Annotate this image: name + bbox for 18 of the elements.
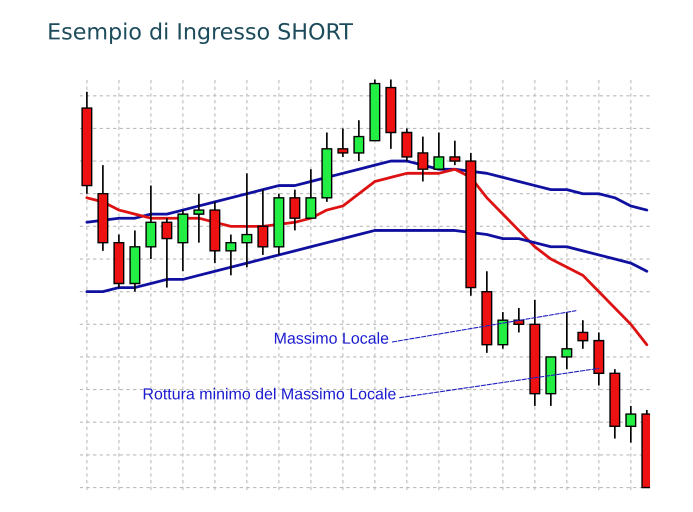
annotation: Rottura minimo del Massimo Locale — [144, 388, 396, 400]
candlestick — [353, 119, 364, 162]
candlestick — [225, 234, 236, 276]
candlestick — [257, 188, 268, 256]
candlestick — [161, 217, 172, 288]
annotation: Massimo Locale — [274, 332, 388, 344]
candlestick — [625, 405, 636, 444]
candlestick — [337, 128, 348, 158]
candlestick — [577, 319, 588, 350]
chart-title: Esempio di Ingresso SHORT — [49, 22, 353, 44]
candlestick — [289, 188, 300, 232]
candlestick — [193, 192, 204, 244]
candlestick — [241, 172, 252, 268]
candlestick — [433, 132, 444, 170]
candlestick — [305, 168, 316, 220]
candlestick — [561, 311, 572, 370]
candlestick — [417, 136, 428, 182]
candlestick — [449, 140, 460, 166]
